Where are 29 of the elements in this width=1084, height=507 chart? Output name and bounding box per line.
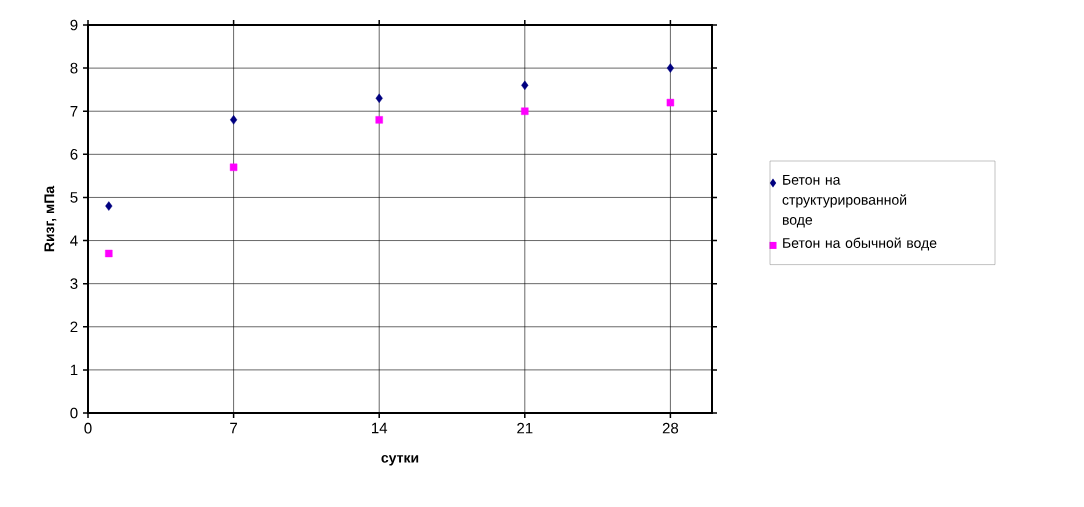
x-tick-label: 14 [372,422,388,434]
point [521,107,529,115]
point [229,163,238,171]
point [105,201,113,211]
x-tick-label: 7 [230,422,238,434]
y-tick-label: 5 [70,192,78,203]
legend-label: Бетон на обычной воде [783,237,937,251]
y-tick-label: 7 [70,106,78,117]
point [230,115,238,125]
point [105,249,113,258]
point [375,93,383,103]
y-tick-label: 4 [70,235,78,246]
y-tick-label: 2 [70,321,78,333]
y-tick-label: 8 [70,62,78,74]
y-tick-label: 6 [70,149,78,160]
point [666,98,675,107]
y-axis-title: Rизг, мПа [44,185,57,252]
legend-label: Бетон на структурированной воде [782,175,907,228]
y-tick-label: 3 [70,278,78,289]
x-tick-label: 21 [517,422,533,434]
point [521,80,529,91]
x-tick-label: 0 [84,422,92,434]
point [375,116,383,124]
x-tick-label: 28 [662,422,679,434]
y-tick-label: 9 [70,19,78,31]
point [666,63,674,73]
y-tick-label: 1 [70,364,78,376]
x-axis-title: сутки [381,455,419,466]
y-tick-label: 0 [70,407,78,419]
